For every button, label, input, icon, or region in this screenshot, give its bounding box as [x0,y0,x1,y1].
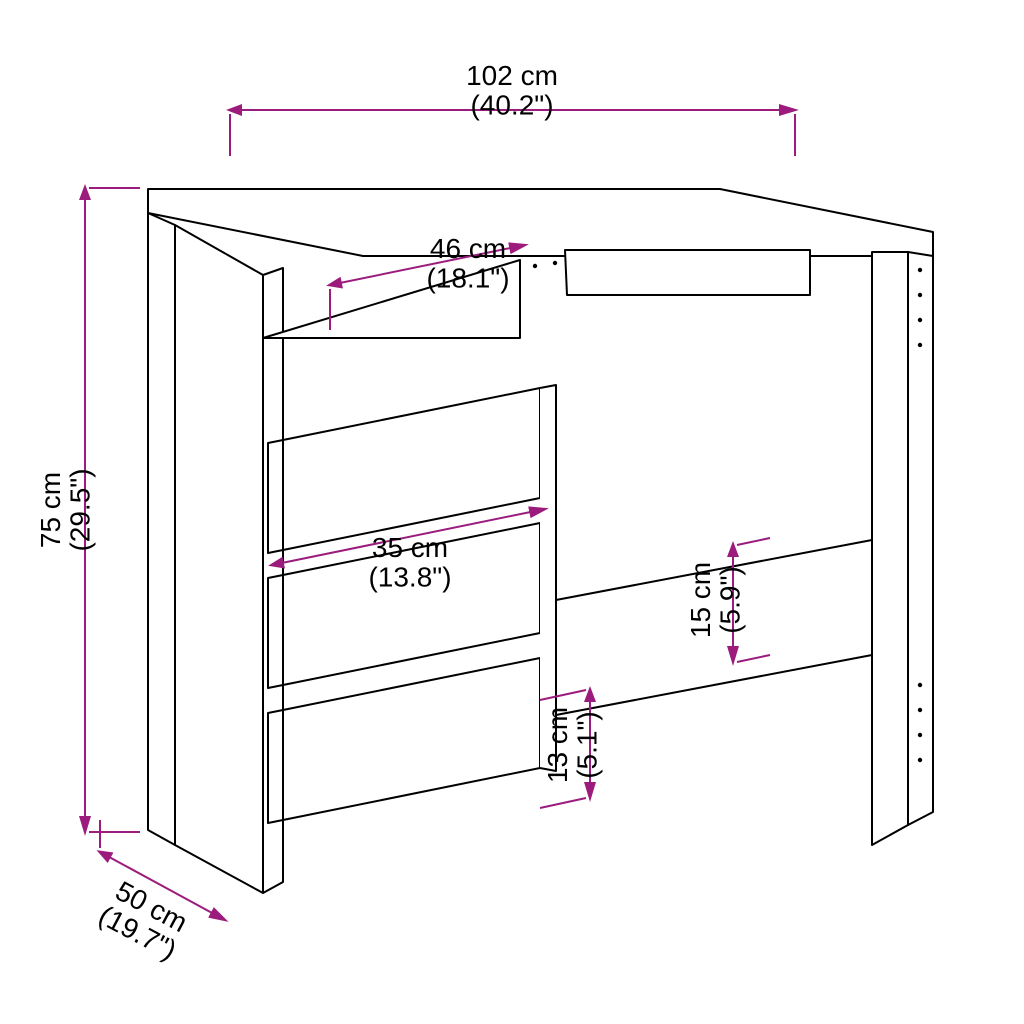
desk-dimension-diagram: 102 cm(40.2") 75 cm(29.5") 50 cm(19.7") 46 … [0,0,1024,1024]
panel-hole [918,758,922,762]
panel-hole [918,293,922,297]
panel-hole [918,708,922,712]
label-depth: 50 cm(19.7") [94,873,196,965]
dim-ext-crossbar_h [737,538,770,545]
panel-hole [918,318,922,322]
panel-hole [918,343,922,347]
knob-dot [533,264,537,268]
label-height: 75 cm(29.5") [35,468,95,551]
panel-hole [918,733,922,737]
dim-ext-drawer_h [540,798,586,808]
label-drawer_w: 35 cm(13.8") [368,532,451,592]
panel-hole [918,268,922,272]
knob-dot [553,261,557,265]
desk-outline [148,189,933,893]
panel-hole [918,683,922,687]
label-crossbar_h: 15 cm(5.9") [685,562,745,638]
label-width: 102 cm(40.2") [466,60,558,120]
label-shelf_depth: 46 cm(18.1") [426,233,509,293]
label-drawer_h: 13 cm(5.1") [542,707,602,783]
